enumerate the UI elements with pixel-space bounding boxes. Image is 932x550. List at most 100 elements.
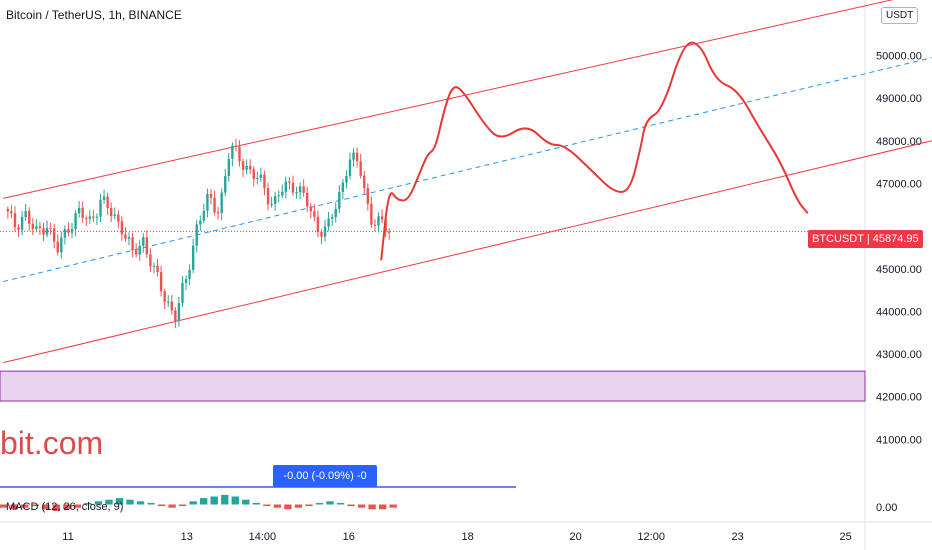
candle-body-65	[238, 146, 241, 162]
candle-body-59	[216, 212, 220, 214]
macd-bar-9	[94, 501, 103, 505]
candle-body-46	[170, 301, 173, 311]
candle-body-95	[345, 175, 348, 183]
y-tick-label-6: 43000.00	[876, 349, 922, 361]
x-tick-label-6: 12:00	[637, 531, 665, 543]
macd-bar-30	[315, 502, 324, 505]
y-tick-label-0: 50000.00	[876, 50, 922, 62]
x-tick-label-3: 16	[343, 531, 355, 543]
candle-body-66	[241, 161, 245, 170]
projection-path	[380, 41, 809, 261]
x-tick-label-7: 23	[731, 531, 743, 543]
candle-body-107	[387, 231, 391, 233]
candle-body-48	[177, 303, 181, 321]
last-price-tag: BTCUSDT | 45874.95	[808, 230, 923, 248]
candle-body-49	[181, 282, 184, 304]
candle-body-10	[42, 228, 45, 235]
candle-body-56	[206, 193, 209, 211]
candle-body-78	[284, 181, 288, 192]
macd-bar-6	[63, 504, 71, 510]
currency-unit-button[interactable]: USDT	[881, 7, 919, 24]
y-tick-label-2: 48000.00	[876, 136, 922, 148]
candle-body-29	[110, 207, 113, 217]
macd-bar-22	[231, 496, 239, 505]
candle-body-24	[92, 216, 95, 218]
candle-body-92	[334, 208, 337, 218]
candle-body-97	[352, 152, 355, 160]
macd-bar-8	[84, 502, 92, 505]
macd-bar-14	[147, 502, 155, 505]
macd-bar-1	[10, 504, 18, 510]
candle-body-69	[252, 169, 255, 179]
candle-body-79	[288, 181, 291, 183]
channel-mid-line	[3, 57, 932, 283]
candle-body-33	[124, 234, 127, 239]
macd-bar-37	[389, 504, 397, 508]
macd-bar-20	[210, 496, 218, 505]
candle-body-39	[145, 237, 149, 255]
candle-body-40	[149, 254, 152, 267]
candle-body-9	[38, 226, 42, 229]
candle-body-82	[298, 186, 302, 193]
candle-body-84	[306, 192, 309, 207]
candle-body-25	[95, 216, 99, 218]
candle-body-73	[266, 188, 270, 205]
candle-body-52	[191, 245, 195, 270]
candle-body-32	[120, 221, 124, 235]
candle-body-83	[302, 186, 305, 193]
candle-body-61	[224, 176, 227, 193]
candle-body-53	[195, 224, 198, 246]
candle-body-75	[273, 196, 277, 204]
candle-body-44	[163, 291, 166, 302]
measure-tooltip: -0.00 (-0.09%) -0	[273, 465, 377, 487]
candle-body-93	[338, 191, 341, 209]
macd-bar-32	[336, 502, 345, 505]
candle-body-74	[270, 203, 273, 205]
candle-body-16	[63, 229, 67, 238]
candle-body-45	[167, 301, 170, 303]
candle-body-94	[341, 182, 345, 192]
candle-body-100	[363, 175, 366, 189]
x-tick-label-8: 25	[839, 531, 851, 543]
candle-body-47	[174, 310, 177, 321]
x-tick-label-4: 18	[461, 531, 473, 543]
candle-body-1	[10, 211, 13, 214]
macd-axis-value: 0.00	[876, 502, 897, 514]
macd-bar-27	[284, 504, 292, 510]
candle-body-4	[20, 216, 24, 230]
candle-body-42	[156, 265, 159, 273]
candle-body-34	[127, 237, 131, 239]
candle-body-81	[295, 192, 298, 194]
candle-body-7	[31, 223, 34, 229]
candle-body-18	[70, 229, 74, 233]
candle-body-102	[370, 203, 373, 225]
candle-body-62	[227, 158, 231, 177]
candle-body-51	[188, 269, 191, 280]
candle-body-90	[327, 218, 330, 227]
macd-bar-12	[126, 499, 134, 505]
macd-bar-21	[221, 494, 229, 505]
candle-body-101	[366, 188, 370, 204]
channel-upper-line	[3, 0, 894, 199]
macd-bar-31	[326, 501, 334, 505]
macd-bar-19	[200, 498, 208, 505]
candle-body-23	[88, 216, 92, 219]
candle-body-67	[245, 165, 248, 170]
candle-body-2	[13, 213, 17, 228]
candle-body-21	[81, 207, 84, 218]
candle-body-35	[131, 237, 134, 251]
macd-bar-7	[73, 504, 82, 508]
candle-body-31	[117, 214, 120, 222]
candle-body-27	[102, 196, 106, 200]
candle-body-70	[256, 177, 259, 179]
macd-bar-35	[368, 504, 376, 510]
candle-body-64	[234, 145, 238, 147]
macd-indicator-label[interactable]: MACD (12, 26, close, 9)	[6, 501, 124, 513]
candle-body-105	[380, 216, 384, 220]
candle-body-6	[28, 211, 31, 224]
macd-bar-5	[52, 504, 60, 511]
candle-body-43	[159, 272, 163, 292]
candle-body-68	[248, 165, 252, 170]
